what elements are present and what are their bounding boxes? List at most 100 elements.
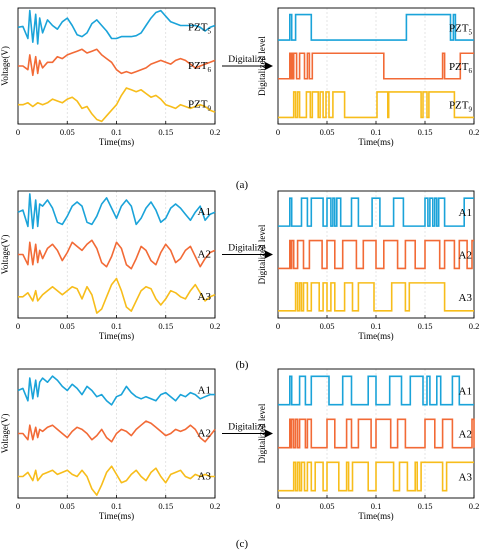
right-tick-label: 0.05 bbox=[320, 501, 335, 511]
right-series-label: A1 bbox=[459, 386, 472, 398]
voltage-series-line bbox=[17, 193, 216, 230]
right-tick-label: 0 bbox=[276, 321, 280, 331]
series-name: A2 bbox=[459, 250, 472, 262]
voltage-series-line bbox=[18, 239, 216, 270]
digitalize-label: Digitalize bbox=[228, 423, 265, 433]
right-tick-label: 0.15 bbox=[418, 501, 433, 511]
left-series-label: PZT9 bbox=[188, 99, 212, 113]
right-series-label: A3 bbox=[459, 292, 473, 304]
right-ylabel: Digitalized level bbox=[257, 403, 267, 463]
left-tick-label: 0.1 bbox=[111, 321, 122, 331]
digitalized-chart: 0 0.05 0.1 0.15 0.2 Time(ms) Digitalized level… bbox=[257, 368, 480, 521]
left-tick-label: 0.1 bbox=[111, 501, 122, 511]
panel-caption: (a) bbox=[236, 179, 249, 191]
right-tick-label: 0.2 bbox=[469, 501, 480, 511]
digitalized-series-line bbox=[278, 91, 474, 119]
right-tick-label: 0.2 bbox=[469, 321, 480, 331]
panel-caption: (b) bbox=[236, 359, 249, 371]
left-tick-label: 0.2 bbox=[210, 321, 221, 331]
series-name: PZT bbox=[188, 99, 208, 111]
series-name: PZT bbox=[449, 100, 469, 112]
left-tick-label: 0.05 bbox=[60, 501, 75, 511]
voltage-series-line bbox=[18, 48, 216, 77]
digitalized-series-line bbox=[278, 52, 474, 80]
series-subscript: 6 bbox=[208, 66, 212, 74]
right-ylabel: Digitalized level bbox=[257, 224, 267, 284]
series-name: A2 bbox=[198, 249, 211, 261]
left-xlabel: Time(ms) bbox=[99, 511, 134, 521]
left-series-label: PZT5 bbox=[188, 21, 212, 35]
panel-caption: (c) bbox=[236, 538, 249, 550]
left-series-label: A2 bbox=[198, 249, 211, 261]
right-tick-label: 0.1 bbox=[371, 127, 382, 137]
digitalized-chart: 0 0.05 0.1 0.15 0.2 Time(ms) Digitalized level… bbox=[257, 190, 480, 341]
right-tick-label: 0.1 bbox=[371, 501, 382, 511]
digitalized-series-line bbox=[278, 375, 474, 406]
left-tick-label: 0.15 bbox=[158, 321, 173, 331]
left-ylabel: Voltage(V) bbox=[0, 46, 10, 86]
panel-a: 0 0.05 0.1 0.15 0.2Time(ms)Voltage(V)PZT5PZT… bbox=[0, 7, 479, 191]
series-name: A1 bbox=[198, 206, 211, 218]
left-tick-label: 0 bbox=[16, 501, 20, 511]
left-series-label: A1 bbox=[198, 206, 211, 218]
series-name: PZT bbox=[449, 61, 469, 73]
voltage-chart: 0 0.05 0.1 0.15 0.2Time(ms)Voltage(V)PZT5PZT… bbox=[0, 7, 221, 147]
right-axes-frame bbox=[277, 7, 475, 125]
digitalized-chart: 0 0.05 0.1 0.15 0.2 Time(ms) Digitalized level… bbox=[257, 7, 479, 147]
digitalize-label: Digitalize bbox=[228, 244, 265, 254]
left-xlabel: Time(ms) bbox=[99, 331, 134, 341]
right-series-label: PZT5 bbox=[449, 22, 473, 36]
panel-c: 0 0.05 0.1 0.15 0.2 Time(ms) Voltage(V) A1 A2 A3 D… bbox=[0, 368, 480, 550]
right-tick-label: 0.05 bbox=[320, 127, 335, 137]
panel-b: 0 0.05 0.1 0.15 0.2 Time(ms) Voltage(V) A1 A2 A3 D… bbox=[0, 190, 480, 371]
series-subscript: 9 bbox=[469, 106, 473, 114]
left-ylabel: Voltage(V) bbox=[0, 235, 10, 275]
left-series-label: A3 bbox=[198, 471, 212, 483]
right-tick-label: 0.15 bbox=[418, 321, 433, 331]
right-series-label: PZT6 bbox=[449, 61, 473, 75]
series-name: A2 bbox=[198, 428, 211, 440]
series-subscript: 5 bbox=[469, 28, 473, 36]
series-name: A3 bbox=[459, 292, 473, 304]
left-tick-label: 0 bbox=[16, 321, 20, 331]
digitalized-series-line bbox=[278, 239, 474, 270]
left-tick-label: 0.2 bbox=[210, 127, 221, 137]
series-subscript: 6 bbox=[469, 67, 473, 75]
voltage-chart: 0 0.05 0.1 0.15 0.2 Time(ms) Voltage(V) A1 A2 A3 bbox=[0, 368, 221, 521]
series-name: A1 bbox=[459, 386, 472, 398]
series-name: A1 bbox=[459, 207, 472, 219]
series-name: A3 bbox=[459, 472, 473, 484]
right-tick-label: 0 bbox=[276, 501, 280, 511]
series-subscript: 5 bbox=[208, 27, 212, 35]
digitalized-series-line bbox=[278, 461, 474, 492]
right-xlabel: Time(ms) bbox=[358, 137, 393, 147]
right-xlabel: Time(ms) bbox=[358, 331, 393, 341]
right-tick-label: 0.1 bbox=[371, 321, 382, 331]
right-series-label: A2 bbox=[459, 429, 472, 441]
left-ylabel: Voltage(V) bbox=[0, 414, 10, 454]
left-series-label: A3 bbox=[198, 291, 212, 303]
series-name: A3 bbox=[198, 291, 212, 303]
series-name: A2 bbox=[459, 429, 472, 441]
left-tick-label: 0.05 bbox=[60, 127, 75, 137]
digitalize-label: Digitalize bbox=[228, 55, 265, 65]
right-series-label: A3 bbox=[459, 472, 473, 484]
voltage-series-line bbox=[18, 87, 216, 123]
right-ylabel: Digitalized level bbox=[257, 36, 267, 96]
digitalized-series-line bbox=[278, 13, 474, 41]
voltage-series-line bbox=[18, 465, 215, 496]
series-name: PZT bbox=[188, 21, 208, 33]
right-axes-frame bbox=[277, 190, 475, 319]
left-tick-label: 0.05 bbox=[60, 321, 75, 331]
right-tick-label: 0.15 bbox=[418, 127, 433, 137]
right-series-label: A2 bbox=[459, 250, 472, 262]
left-tick-label: 0 bbox=[16, 127, 20, 137]
series-name: PZT bbox=[188, 60, 208, 72]
left-tick-label: 0.2 bbox=[210, 501, 221, 511]
digitalized-series-line bbox=[278, 418, 475, 449]
voltage-series-line bbox=[17, 375, 215, 406]
right-series-label: A1 bbox=[459, 207, 472, 219]
series-subscript: 9 bbox=[208, 105, 212, 113]
left-tick-label: 0.15 bbox=[158, 501, 173, 511]
